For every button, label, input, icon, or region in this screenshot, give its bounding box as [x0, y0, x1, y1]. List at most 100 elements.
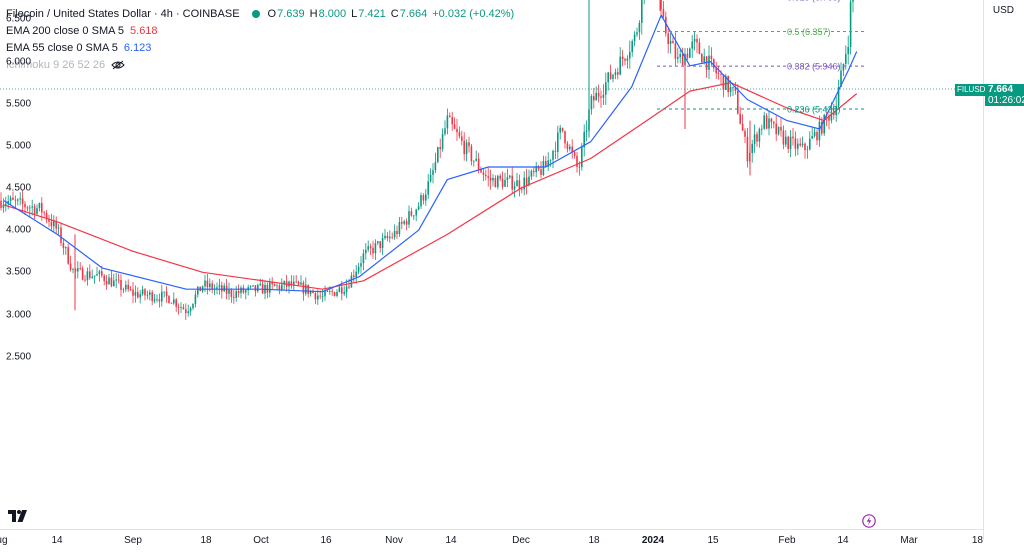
ema200-name[interactable]: EMA 200 close 0 SMA 5	[6, 24, 125, 37]
candle-body	[739, 113, 741, 124]
candle-body	[185, 309, 187, 313]
time-tick-label: 18	[588, 535, 600, 546]
ema55-legend-row[interactable]: EMA 55 close 0 SMA 5 6.123	[6, 39, 519, 56]
candle-body	[725, 75, 727, 90]
candle-body	[189, 308, 192, 312]
candle-body	[564, 131, 566, 144]
ema55-name[interactable]: EMA 55 close 0 SMA 5	[6, 41, 118, 54]
candle-body	[569, 146, 571, 149]
candle-body	[816, 131, 818, 141]
candle-body	[566, 143, 569, 149]
candle-body	[674, 43, 677, 59]
candle-body	[837, 86, 840, 106]
candle-body	[245, 290, 247, 293]
high-value: 8.000	[318, 7, 347, 20]
ichimoku-legend-row[interactable]: Ichimoku 9 26 52 26	[6, 56, 519, 73]
candle-body	[26, 207, 29, 209]
candle-body	[741, 123, 744, 131]
candle-body	[773, 122, 775, 124]
price-chart[interactable]: 1 (8.098)0.886 (7.701)0.764 (7.277)0.618…	[0, 0, 983, 529]
candle-body	[228, 289, 230, 294]
candle-body	[842, 63, 845, 71]
candle-body	[65, 247, 67, 249]
candle-body	[50, 221, 53, 227]
ichimoku-name[interactable]: Ichimoku 9 26 52 26	[6, 58, 106, 71]
candle-body	[444, 128, 446, 134]
eye-slash-icon[interactable]	[111, 60, 125, 70]
candle-body	[429, 174, 432, 182]
ema200-legend-row[interactable]: EMA 200 close 0 SMA 5 5.618	[6, 22, 519, 39]
candle-body	[785, 136, 787, 145]
candle-body	[475, 158, 477, 161]
time-tick-label: 14	[445, 535, 457, 546]
candle-body	[348, 286, 350, 288]
currency-label[interactable]: USD	[992, 5, 1014, 16]
candle-body	[765, 115, 768, 129]
candle-body	[804, 143, 806, 151]
candle-body	[516, 180, 518, 187]
price-tick-label: 6.500	[6, 13, 32, 25]
candle-body	[523, 177, 525, 190]
time-tick-label: 14	[837, 535, 849, 546]
candle-body	[465, 142, 468, 155]
candle-body	[113, 280, 115, 287]
time-tick-label: Oct	[253, 535, 269, 546]
candle-body	[561, 127, 564, 132]
lightning-alert-icon[interactable]	[862, 514, 876, 528]
candle-body	[192, 303, 194, 309]
candle-body	[91, 276, 93, 278]
price-axis[interactable]	[983, 0, 1024, 540]
candle-body	[439, 147, 441, 150]
candle-body	[367, 246, 369, 250]
candle-body	[278, 285, 281, 290]
candle-body	[497, 175, 499, 188]
candle-body	[422, 195, 425, 201]
candle-body	[230, 289, 233, 297]
candle-body	[751, 143, 753, 154]
candle-body	[372, 247, 374, 254]
candle-body	[425, 194, 427, 201]
candle-body	[451, 117, 453, 125]
candle-body	[595, 92, 597, 101]
candle-body	[763, 115, 765, 129]
fib-level-label: 0.618 (6.768)	[787, 0, 841, 2]
last-price-badge: 7.664 01:26:02	[985, 84, 1024, 106]
candle-body	[593, 96, 595, 101]
candle-body	[537, 166, 540, 170]
candle-body	[830, 112, 833, 121]
candle-body	[463, 140, 465, 155]
candle-body	[237, 291, 240, 294]
candle-body	[48, 219, 50, 222]
candle-body	[132, 289, 134, 296]
candle-body	[518, 180, 521, 190]
candle-body	[662, 9, 665, 17]
tradingview-logo-icon[interactable]	[8, 509, 30, 523]
candle-body	[305, 284, 307, 294]
candle-body	[45, 213, 48, 220]
candle-body	[321, 296, 324, 298]
candle-body	[101, 271, 103, 276]
candle-body	[660, 0, 662, 10]
symbol-legend-row[interactable]: Filecoin / United States Dollar · 4h · C…	[6, 5, 519, 22]
candle-body	[67, 247, 69, 264]
candle-body	[137, 292, 139, 298]
candle-body	[355, 271, 357, 278]
symbol-title[interactable]: Filecoin / United States Dollar · 4h · C…	[6, 7, 240, 20]
time-axis[interactable]	[0, 529, 983, 556]
candle-body	[761, 128, 763, 130]
candle-body	[2, 204, 5, 208]
candle-body	[36, 208, 38, 214]
candle-body	[545, 160, 547, 167]
candle-body	[549, 159, 552, 161]
candle-body	[605, 82, 607, 95]
candle-body	[485, 174, 487, 177]
candle-body	[302, 282, 305, 294]
candle-body	[665, 16, 667, 34]
candle-body	[401, 221, 403, 224]
candle-body	[806, 149, 809, 151]
candle-body	[746, 136, 749, 162]
candle-body	[17, 199, 19, 201]
candle-body	[770, 118, 773, 123]
candle-body	[571, 146, 573, 152]
